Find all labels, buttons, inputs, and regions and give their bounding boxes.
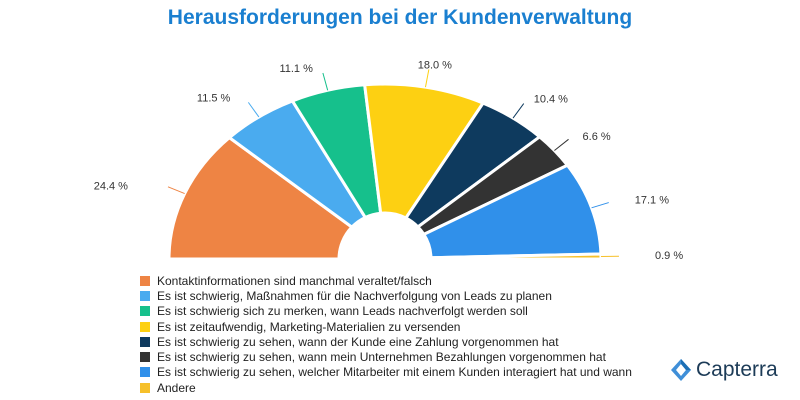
legend-item-8: Andere [140,380,632,395]
legend-label-1: Kontaktinformationen sind manchmal veral… [157,273,432,288]
leader-line-5 [512,103,525,119]
leader-line-2 [247,102,260,118]
legend-item-2: Es ist schwierig, Maßnahmen für die Nach… [140,288,632,303]
slice-1 [167,135,355,261]
legend-label-3: Es ist schwierig sich zu merken, wann Le… [157,304,528,319]
legend-label-5: Es ist schwierig zu sehen, wann der Kund… [157,334,559,349]
legend-item-3: Es ist schwierig sich zu merken, wann Le… [140,304,632,319]
value-label-2: 11.5 % [197,92,231,104]
legend-swatch-6 [140,352,150,363]
slice-8 [429,252,603,261]
chart-title: Herausforderungen bei der Kundenverwaltu… [167,6,633,29]
legend-swatch-5 [140,336,150,347]
legend-swatch-8 [140,382,150,393]
value-label-7: 17.1 % [635,194,669,206]
capterra-logo: Capterra [670,358,778,382]
leader-line-4 [424,69,430,88]
legend-label-2: Es ist schwierig, Maßnahmen für die Nach… [157,288,552,303]
leader-line-7 [591,202,609,209]
leader-line-3 [322,72,329,91]
legend-item-1: Kontaktinformationen sind manchmal veral… [140,273,632,288]
capterra-logo-text: Capterra [696,358,778,381]
legend-item-5: Es ist schwierig zu sehen, wann der Kund… [140,334,632,349]
legend-item-7: Es ist schwierig zu sehen, welcher Mitar… [140,365,632,380]
legend-swatch-2 [140,290,150,301]
legend-swatch-1 [140,275,150,286]
legend-swatch-3 [140,306,150,317]
legend-label-8: Andere [157,380,196,395]
slice-4 [362,82,486,220]
value-label-1: 24.4 % [94,181,128,193]
legend-item-6: Es ist schwierig zu sehen, wann mein Unt… [140,349,632,364]
legend-label-4: Es ist zeitaufwendig, Marketing-Material… [157,319,461,334]
value-label-4: 18.0 % [418,59,452,71]
legend-label-7: Es ist schwierig zu sehen, welcher Mitar… [157,365,632,380]
value-label-5: 10.4 % [534,94,568,106]
legend-item-4: Es ist zeitaufwendig, Marketing-Material… [140,319,632,334]
value-label-6: 6.6 % [583,131,611,143]
leader-line-6 [554,138,569,151]
capterra-logo-icon [671,359,691,381]
value-label-8: 0.9 % [655,250,683,262]
leader-line-1 [167,186,185,195]
chart-legend: Kontaktinformationen sind manchmal veral… [140,273,632,395]
legend-swatch-4 [140,321,150,332]
legend-swatch-7 [140,367,150,378]
value-label-3: 11.1 % [279,63,313,75]
legend-label-6: Es ist schwierig zu sehen, wann mein Unt… [157,350,606,365]
slice-7 [421,163,603,260]
